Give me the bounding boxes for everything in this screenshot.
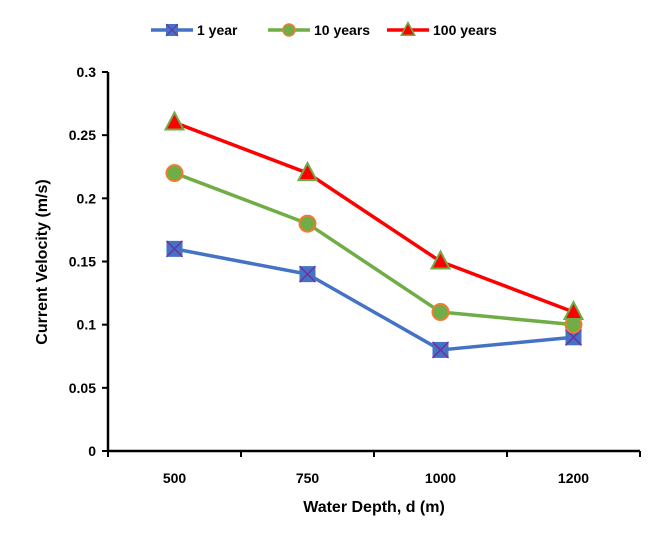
y-tick-label: 0.05 <box>69 380 96 396</box>
data-point <box>431 303 450 322</box>
data-point <box>429 249 452 270</box>
y-axis-title: Current Velocity (m/s) <box>34 179 51 344</box>
marker-x-stroke <box>564 328 583 346</box>
marker-circle <box>298 214 317 233</box>
y-tick-label: 0.25 <box>69 127 96 143</box>
series-1-year <box>165 240 583 359</box>
y-tick-label: 0.3 <box>77 64 97 80</box>
x-tick-label: 1000 <box>425 470 456 486</box>
marker-triangle <box>163 110 186 131</box>
marker-triangle <box>400 20 416 36</box>
series-100-years <box>163 110 585 321</box>
data-point <box>564 328 583 346</box>
x-tick-label: 1200 <box>558 470 589 486</box>
data-point <box>431 341 450 359</box>
data-point <box>296 160 319 182</box>
legend: 1 year 10 years 100 years <box>151 20 497 38</box>
marker-circle <box>165 164 184 183</box>
legend-marker <box>165 23 179 37</box>
marker-circle <box>282 23 296 37</box>
data-point <box>562 299 585 321</box>
data-point <box>163 110 186 131</box>
x-tick-label: 500 <box>163 470 187 486</box>
data-point <box>298 265 317 283</box>
legend-marker <box>282 23 296 37</box>
x-tick-label: 750 <box>296 470 320 486</box>
data-point <box>165 164 184 183</box>
series-line <box>174 247 574 352</box>
marker-triangle <box>562 299 585 321</box>
legend-marker <box>400 20 416 36</box>
marker-triangle <box>296 160 319 182</box>
legend-item: 1 year <box>151 22 238 38</box>
data-point <box>165 240 184 258</box>
marker-x-stroke <box>298 265 317 283</box>
x-axis-title: Water Depth, d (m) <box>303 499 445 516</box>
axes: 0 0.05 0.1 0.15 0.2 0.25 0.3 500 750 1000 1200 <box>69 64 641 486</box>
legend-item: 100 years <box>387 20 497 38</box>
data-point <box>298 214 317 233</box>
marker-x-stroke <box>431 341 450 359</box>
y-tick-label: 0.2 <box>77 190 97 206</box>
legend-item: 10 years <box>268 22 370 38</box>
series-line <box>173 171 574 327</box>
marker-triangle <box>429 249 452 270</box>
legend-label: 1 year <box>197 22 238 38</box>
marker-x-stroke <box>165 23 179 37</box>
marker-x-stroke <box>165 240 184 258</box>
y-tick-label: 0.1 <box>77 317 97 333</box>
series-group <box>163 110 585 359</box>
legend-label: 100 years <box>433 22 497 38</box>
series-10-years <box>165 164 583 334</box>
y-tick-label: 0.15 <box>69 254 96 270</box>
marker-circle <box>431 303 450 322</box>
series-line <box>173 120 575 314</box>
y-tick-label: 0 <box>88 443 96 459</box>
legend-label: 10 years <box>314 22 370 38</box>
